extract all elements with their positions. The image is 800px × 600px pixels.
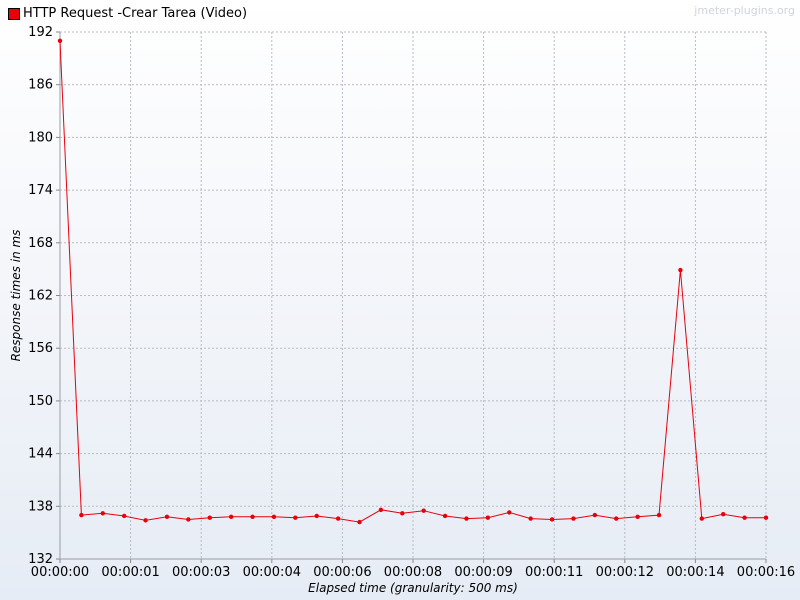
x-axis-ticks: 00:00:00 00:00:01 00:00:03 00:00:04 00:00:06…: [31, 565, 795, 580]
x-tick-label: 00:00:14: [666, 565, 724, 580]
data-point: [678, 267, 683, 273]
data-point: [721, 512, 726, 517]
data-point: [421, 508, 426, 513]
data-point: [186, 517, 191, 522]
data-point: [250, 514, 255, 520]
data-point: [464, 516, 469, 521]
data-point: [763, 515, 769, 520]
y-axis-title: Response times in ms: [9, 230, 23, 362]
x-axis-title: Elapsed time (granularity: 500 ms): [308, 581, 518, 595]
x-tick-label: 00:00:09: [454, 565, 512, 580]
y-tick-label: 156: [28, 341, 53, 356]
data-point: [485, 515, 491, 520]
data-point: [207, 515, 212, 520]
data-point: [592, 512, 598, 518]
y-tick-label: 186: [28, 78, 53, 93]
data-point: [528, 516, 533, 521]
data-point: [121, 513, 127, 519]
data-point: [614, 516, 619, 521]
y-axis-ticks: 132 138 144 150 156 162 168 174 180 186 192: [28, 25, 53, 567]
data-point: [335, 516, 341, 521]
data-point: [378, 507, 384, 513]
data-point: [143, 518, 148, 523]
y-tick-label: 132: [28, 552, 53, 567]
legend: HTTP Request -Crear Tarea (Video): [8, 6, 247, 21]
data-point: [507, 510, 512, 515]
grid: [60, 31, 767, 559]
data-point: [442, 513, 448, 519]
y-tick-label: 144: [28, 447, 53, 462]
data-point: [656, 512, 662, 518]
y-tick-label: 168: [28, 236, 53, 251]
series: [57, 38, 769, 525]
x-tick-label: 00:00:00: [31, 565, 89, 580]
y-tick-label: 150: [28, 394, 53, 409]
data-point: [699, 516, 705, 521]
data-point: [100, 511, 105, 516]
data-point: [635, 514, 640, 520]
y-tick-label: 180: [28, 130, 53, 145]
data-point: [271, 514, 277, 520]
x-tick-label: 00:00:08: [384, 565, 442, 580]
y-tick-label: 138: [28, 499, 53, 514]
x-tick-label: 00:00:12: [596, 565, 654, 580]
x-tick-label: 00:00:16: [737, 565, 795, 580]
data-point: [164, 514, 170, 520]
data-point: [314, 513, 319, 519]
data-point: [293, 515, 298, 520]
x-tick-label: 00:00:03: [172, 565, 230, 580]
y-tick-label: 162: [28, 289, 53, 304]
data-point: [57, 38, 63, 43]
series-line: [59, 40, 766, 523]
x-tick-label: 00:00:01: [101, 565, 159, 580]
data-point: [357, 519, 362, 525]
x-tick-label: 00:00:06: [313, 565, 371, 580]
y-tick-label: 192: [28, 25, 53, 40]
x-tick-label: 00:00:04: [243, 565, 301, 580]
x-tick-label: 00:00:11: [525, 565, 583, 580]
axes: [56, 31, 767, 563]
data-point: [571, 516, 576, 521]
legend-swatch: [8, 7, 20, 20]
data-point: [228, 514, 234, 520]
y-tick-label: 174: [28, 183, 53, 198]
legend-label: HTTP Request -Crear Tarea (Video): [23, 6, 248, 21]
data-point: [400, 511, 405, 516]
data-point: [742, 515, 747, 520]
data-point: [79, 512, 84, 518]
data-point: [549, 517, 555, 522]
watermark: jmeter-plugins.org: [694, 4, 795, 17]
